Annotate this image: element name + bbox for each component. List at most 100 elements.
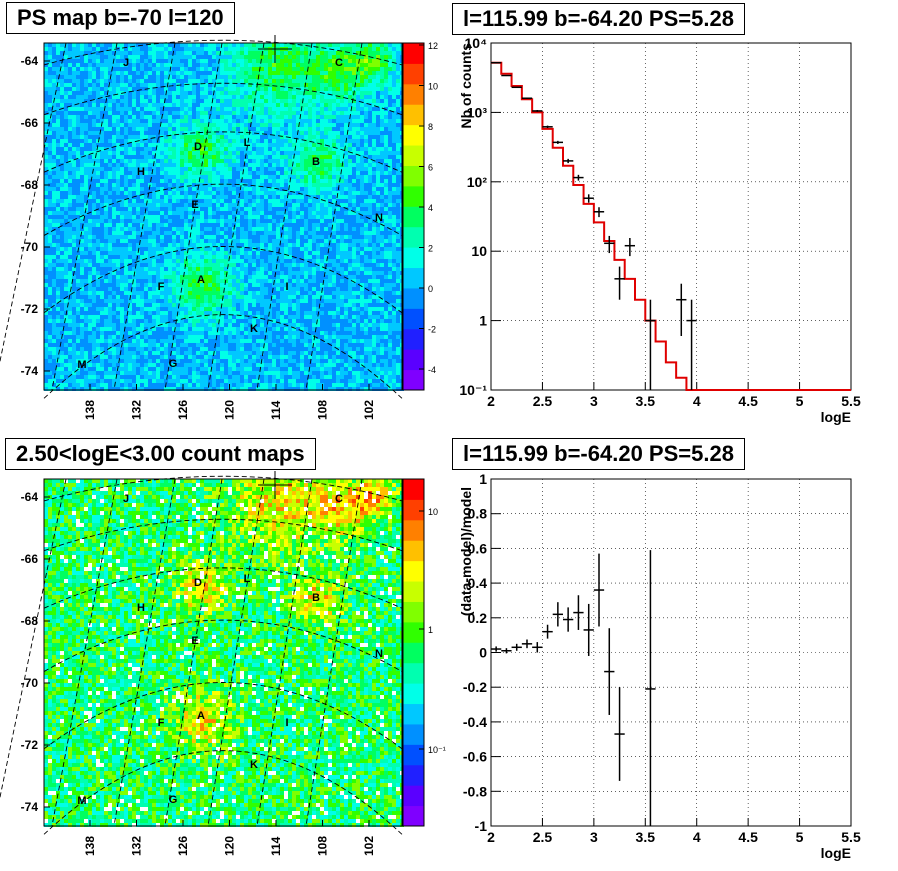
g-countmap-colorbar-band <box>403 785 424 807</box>
g-psmap-colorbar-tick: 8 <box>428 122 433 132</box>
g-countmap-frame <box>43 478 403 827</box>
g-psmap-colorbar-band <box>403 267 424 289</box>
g-psmap-source-label: F <box>158 281 165 293</box>
g-psmap-source-label: I <box>285 281 288 293</box>
spectrum-data-point <box>521 97 533 99</box>
g-psmap-ytick: -66 <box>21 116 39 130</box>
g-countmap-lon-line <box>164 478 223 827</box>
g-psmap-colorbar-band <box>403 63 424 85</box>
g-countmap-colorbar-band <box>403 540 424 562</box>
residual-data-point <box>563 607 574 632</box>
residual-data-point <box>645 550 656 826</box>
g-countmap-lon-line <box>207 478 265 827</box>
ps-map-panel: J C D L B H E N F A I K M G -64 -66 -68 -70 -72 -74 138 132 12… <box>0 35 438 420</box>
spectrum-xtick: 4.5 <box>738 393 758 409</box>
residual-ytick: 0.4 <box>468 575 488 591</box>
g-psmap-xtick: 126 <box>176 400 190 420</box>
g-psmap-lat-grid <box>43 39 403 399</box>
residual-data-point <box>491 646 502 652</box>
spectrum-title: l=115.99 b=-64.20 PS=5.28 <box>452 3 745 35</box>
g-psmap-colorbar-tick: 4 <box>428 203 433 213</box>
g-psmap-lon-line <box>164 42 223 391</box>
residual-data-point <box>552 602 563 627</box>
residual-ytick: -0.2 <box>463 679 487 695</box>
g-countmap-ytick: -64 <box>21 490 39 504</box>
spectrum-data-point <box>511 86 522 89</box>
residual-data-point <box>604 628 615 715</box>
g-countmap-lat-line <box>43 750 403 835</box>
spectrum-ytick: 10⁴ <box>465 35 488 51</box>
g-psmap-source-label: J <box>123 57 129 69</box>
spectrum-xlabel: logE <box>821 409 851 425</box>
g-countmap-colorbar-tick: 10 <box>428 507 438 517</box>
g-countmap-colorbar: 10 1 10⁻¹ <box>402 478 446 827</box>
residual-xtick: 5.5 <box>841 829 861 845</box>
spectrum-data-point <box>552 140 563 144</box>
g-psmap-lon-line <box>256 42 313 391</box>
spectrum-data-point <box>573 174 584 181</box>
g-countmap-colorbar-band <box>403 744 424 766</box>
spectrum-xtick: 4 <box>693 393 701 409</box>
spectrum-frame <box>490 42 852 391</box>
g-psmap-lon-line <box>207 42 265 391</box>
g-psmap-ytick: -74 <box>21 364 39 378</box>
g-psmap-colorbar: 12 10 8 6 4 2 0 -2 -4 <box>402 41 438 391</box>
residual-ylabel: (data-model)/model <box>458 487 474 616</box>
g-countmap-lon-line <box>256 478 313 827</box>
g-psmap-colorbar-band <box>403 247 424 269</box>
g-psmap-colorbar-band <box>403 124 424 146</box>
spectrum-data-point <box>624 237 635 257</box>
g-countmap-ytick: -68 <box>21 614 39 628</box>
g-countmap-source-label: E <box>191 635 198 647</box>
spectrum-data-point <box>563 158 574 164</box>
g-countmap-lat-line <box>43 682 403 750</box>
g-psmap-lon-line <box>305 42 363 391</box>
g-psmap-colorbar-band <box>403 145 424 166</box>
g-countmap-source-label: M <box>77 795 86 807</box>
g-psmap-source-label: L <box>244 137 251 149</box>
g-countmap-lon-line <box>113 478 176 827</box>
g-psmap-source-label: G <box>169 358 178 370</box>
g-psmap-source-label: D <box>194 141 202 153</box>
g-countmap-source-label: N <box>375 648 383 660</box>
g-psmap-colorbar-band <box>403 83 424 105</box>
residual-grid <box>490 478 852 827</box>
residual-data-point <box>542 624 553 639</box>
g-countmap-lat-line <box>43 475 403 502</box>
residual-ytick: -1 <box>475 818 488 834</box>
g-psmap-colorbar-band <box>403 226 424 248</box>
g-countmap-xtick: 114 <box>269 836 283 856</box>
g-countmap-lat-line <box>43 518 403 552</box>
residual-ytick: 1 <box>479 471 487 487</box>
g-countmap-colorbar-band <box>403 479 424 500</box>
spectrum-data-point <box>501 74 512 77</box>
g-countmap-lon-line <box>0 478 67 800</box>
spectrum-xtick: 5.5 <box>841 393 861 409</box>
g-countmap-xtick: 132 <box>130 836 144 856</box>
g-psmap-lat-line <box>43 39 403 66</box>
spectrum-data-point <box>614 266 625 300</box>
g-psmap-colorbar-tick: -4 <box>428 365 436 375</box>
g-countmap-colorbar-band <box>403 723 424 745</box>
g-countmap-source-label: F <box>158 717 165 729</box>
g-psmap-lat-line <box>43 246 403 314</box>
g-psmap-colorbar-tick: 10 <box>428 82 438 92</box>
spectrum-data-point <box>491 61 502 64</box>
residual-xtick: 2.5 <box>533 829 553 845</box>
spectrum-ytick: 10⁻¹ <box>459 382 487 398</box>
g-psmap-lat-line <box>43 183 403 236</box>
residual-data-point <box>532 642 543 653</box>
g-psmap-colorbar-band <box>403 287 424 309</box>
g-countmap-colorbar-band <box>403 519 424 541</box>
g-countmap-colorbar-tick: 1 <box>428 625 433 635</box>
g-psmap-lon-line <box>0 42 67 364</box>
residual-xtick: 4.5 <box>738 829 758 845</box>
residual-data-point <box>583 603 594 656</box>
g-psmap-pixels <box>44 43 404 391</box>
g-psmap-source-label: E <box>191 199 198 211</box>
g-countmap-source-label: B <box>312 592 320 604</box>
residual-ytick: 0.8 <box>468 506 488 522</box>
spectrum-xtick: 2.5 <box>533 393 553 409</box>
spectrum-data-point <box>676 283 687 336</box>
g-countmap-xtick: 108 <box>316 836 330 856</box>
